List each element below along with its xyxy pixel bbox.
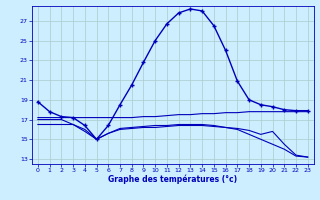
X-axis label: Graphe des températures (°c): Graphe des températures (°c) — [108, 175, 237, 184]
